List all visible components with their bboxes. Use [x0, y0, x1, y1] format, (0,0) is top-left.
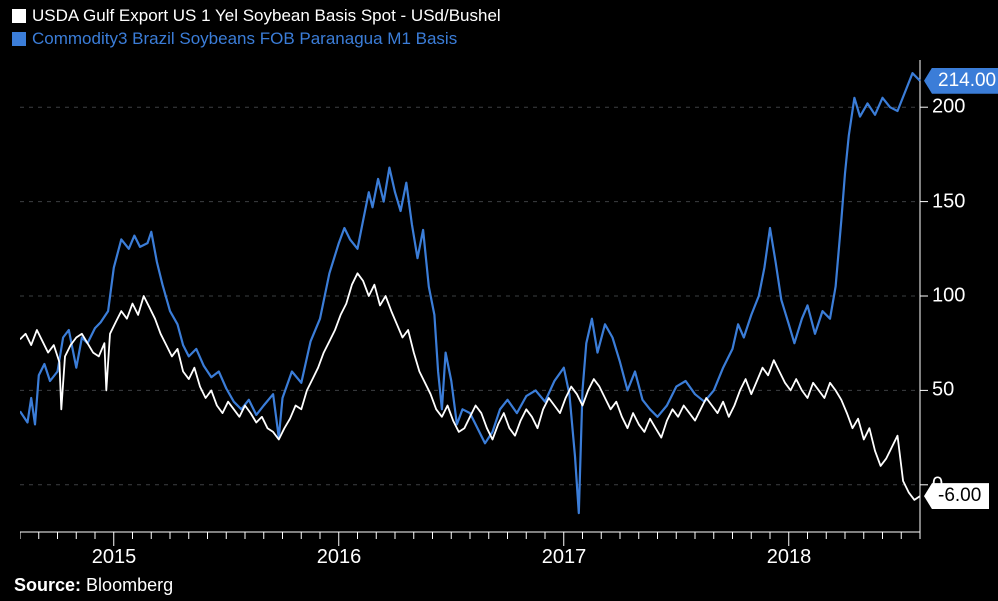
value-badge-brazil: 214.00	[924, 68, 998, 94]
chart-source: Source: Bloomberg	[14, 575, 173, 596]
source-label: Source:	[14, 575, 81, 595]
legend-label-usda: USDA Gulf Export US 1 Yel Soybean Basis …	[32, 5, 501, 28]
legend-item-usda: USDA Gulf Export US 1 Yel Soybean Basis …	[12, 5, 501, 28]
legend-swatch-usda	[12, 9, 26, 23]
value-badge-usda: -6.00	[924, 483, 989, 509]
legend-item-brazil: Commodity3 Brazil Soybeans FOB Paranagua…	[12, 28, 501, 51]
source-value: Bloomberg	[86, 575, 173, 595]
legend-swatch-brazil	[12, 32, 26, 46]
line-chart	[20, 60, 950, 562]
legend-label-brazil: Commodity3 Brazil Soybeans FOB Paranagua…	[32, 28, 457, 51]
chart-legend: USDA Gulf Export US 1 Yel Soybean Basis …	[12, 5, 501, 51]
